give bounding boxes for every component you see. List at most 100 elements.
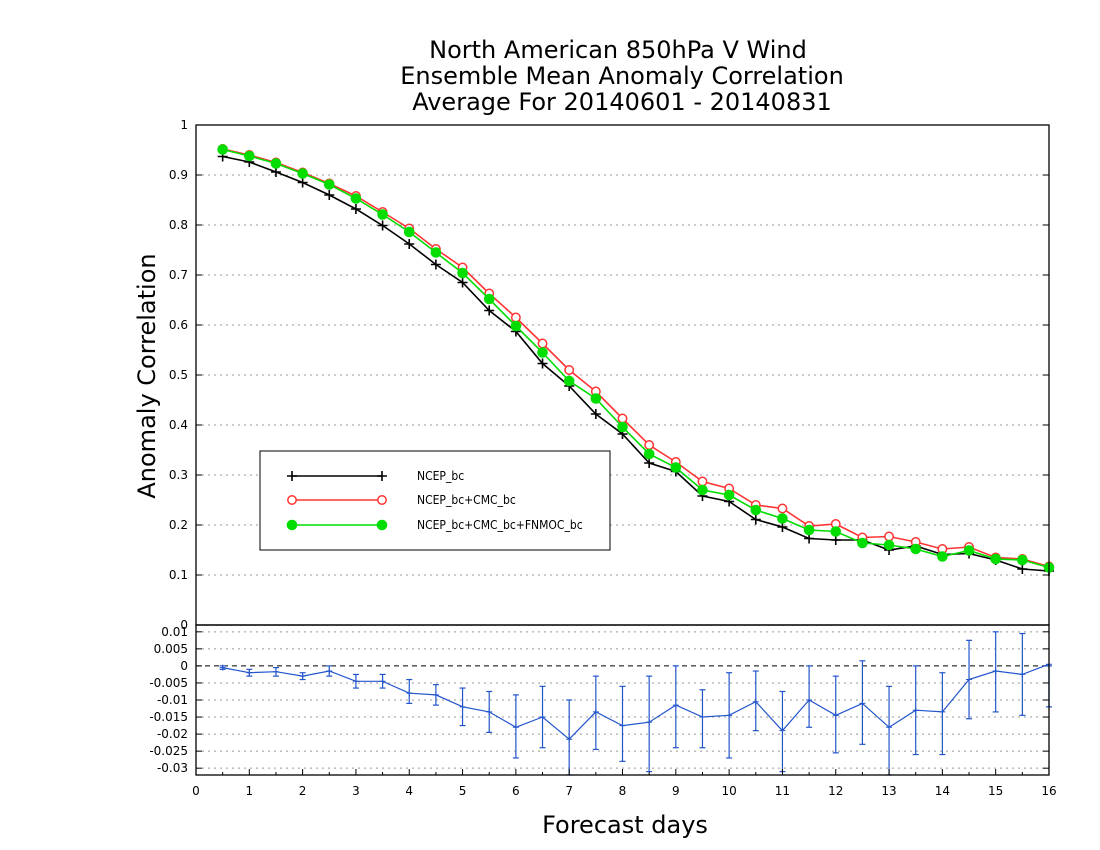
diff-point	[832, 712, 839, 719]
diff-point	[752, 698, 759, 705]
main-y-tick-label: 0.7	[169, 268, 188, 282]
series-point-3	[883, 539, 895, 551]
x-axis: 0 1 2 3 4 5 6 7 8 9 10 11 12 13 14 15 16	[192, 769, 1057, 798]
series-point-3	[777, 513, 788, 524]
diff-point	[352, 678, 359, 685]
x-tick-label: 12	[828, 784, 843, 798]
x-tick-label: 10	[721, 784, 736, 798]
series-point-3	[350, 193, 362, 204]
series-point-3	[297, 168, 308, 179]
main-y-tick-label: 0.4	[169, 418, 188, 432]
x-tick-label: 14	[935, 784, 950, 798]
series-point-2	[697, 476, 708, 487]
x-tick-label: 1	[245, 784, 253, 798]
series-point-2	[644, 440, 655, 450]
diff-point	[299, 673, 306, 680]
main-plot-panel: 0 0.1 0.2 0.3 0.4 0.5 0.6 0.7 0.8 0.9 1	[169, 118, 1055, 632]
series-point-3	[537, 347, 548, 358]
diff-point	[566, 736, 573, 743]
series-point-2	[564, 365, 575, 375]
x-tick-label: 7	[565, 784, 573, 798]
series-point-3	[430, 247, 442, 258]
x-tick-label: 16	[1041, 784, 1056, 798]
series-point-1	[750, 514, 761, 525]
legend: NCEP_bc NCEP_bc+CMC_bc NCEP_bc+CMC_bc+FNMO…	[259, 450, 611, 551]
difference-plot-panel: 0.01 0.005 0 -0.005 -0.01 -0.015 -0.02 -0.025 -0…	[149, 624, 1052, 776]
diff-y-tick-label: 0.005	[154, 642, 188, 656]
diff-point	[326, 668, 333, 675]
diff-point	[1019, 671, 1026, 678]
diff-y-axis: 0.01 0.005 0 -0.005 -0.01 -0.015 -0.02 -0.025 -0…	[149, 625, 1049, 775]
x-tick-label: 5	[459, 784, 467, 798]
y-axis-title: Anomaly Correlation	[133, 253, 161, 498]
legend-marker-2	[377, 495, 387, 505]
diff-point	[432, 691, 439, 698]
main-y-tick-label: 0.6	[169, 318, 188, 332]
diff-y-tick-label: -0.025	[149, 744, 188, 758]
series-point-1	[404, 239, 415, 249]
legend-marker-1	[287, 471, 297, 481]
main-y-tick-label: 0.3	[169, 468, 188, 482]
diff-point	[912, 707, 919, 714]
diff-series-line	[222, 663, 1050, 741]
x-axis-title: Forecast days	[542, 811, 708, 839]
series-point-3	[270, 158, 282, 169]
series-point-3	[377, 209, 388, 220]
diff-point	[726, 712, 733, 719]
x-tick-label: 13	[881, 784, 896, 798]
diff-point	[379, 678, 386, 685]
series-point-3	[803, 524, 815, 536]
series-point-1	[537, 358, 548, 369]
series-point-3	[457, 267, 468, 279]
x-tick-label: 9	[672, 784, 680, 798]
diff-y-tick-label: -0.005	[149, 676, 188, 690]
series-point-2	[777, 503, 788, 514]
series-point-3	[1017, 554, 1028, 566]
main-series-layer	[217, 144, 1055, 576]
diff-point	[672, 702, 679, 709]
diff-y-tick-label: 0	[180, 659, 188, 673]
series-point-3	[510, 320, 522, 332]
series-point-3	[910, 543, 922, 555]
main-y-axis: 0 0.1 0.2 0.3 0.4 0.5 0.6 0.7 0.8 0.9 1	[169, 118, 1049, 632]
series-point-1	[644, 458, 655, 468]
legend-marker-3	[376, 519, 388, 531]
main-y-tick-label: 0	[180, 618, 188, 632]
x-tick-label: 4	[405, 784, 413, 798]
diff-y-tick-label: 0.01	[161, 625, 188, 639]
diff-point	[619, 722, 626, 729]
series-point-3	[244, 150, 255, 162]
series-point-1	[377, 220, 388, 231]
diff-point	[272, 668, 279, 675]
main-y-tick-label: 0.5	[169, 368, 188, 382]
main-y-tick-label: 0.8	[169, 218, 188, 232]
diff-point	[699, 714, 706, 721]
diff-point	[646, 719, 653, 726]
series-point-1	[324, 190, 335, 200]
main-y-tick-label: 0.1	[169, 568, 188, 582]
x-tick-label: 3	[352, 784, 360, 798]
series-point-1	[297, 177, 308, 188]
series-point-3	[750, 504, 762, 516]
diff-point	[246, 669, 253, 676]
diff-point	[859, 700, 866, 707]
series-point-1	[350, 204, 361, 214]
series-point-3	[857, 537, 868, 549]
series-point-3	[563, 375, 575, 387]
series-point-3	[723, 489, 735, 501]
series-point-1	[430, 259, 441, 270]
chart-title-line-3: Average For 20140601 - 20140831	[412, 88, 832, 116]
main-y-tick-label: 0.2	[169, 518, 188, 532]
series-point-2	[617, 413, 628, 424]
legend-label-1: NCEP_bc	[417, 469, 464, 483]
series-point-3	[403, 226, 415, 238]
chart-title-line-2: Ensemble Mean Anomaly Correlation	[400, 62, 844, 90]
diff-point	[939, 708, 946, 715]
series-point-3	[990, 553, 1001, 565]
series-point-1	[457, 277, 468, 288]
series-point-3	[483, 293, 495, 305]
series-point-3	[830, 526, 842, 537]
series-point-3	[670, 462, 682, 473]
diff-point	[539, 714, 546, 721]
x-tick-label: 11	[775, 784, 790, 798]
